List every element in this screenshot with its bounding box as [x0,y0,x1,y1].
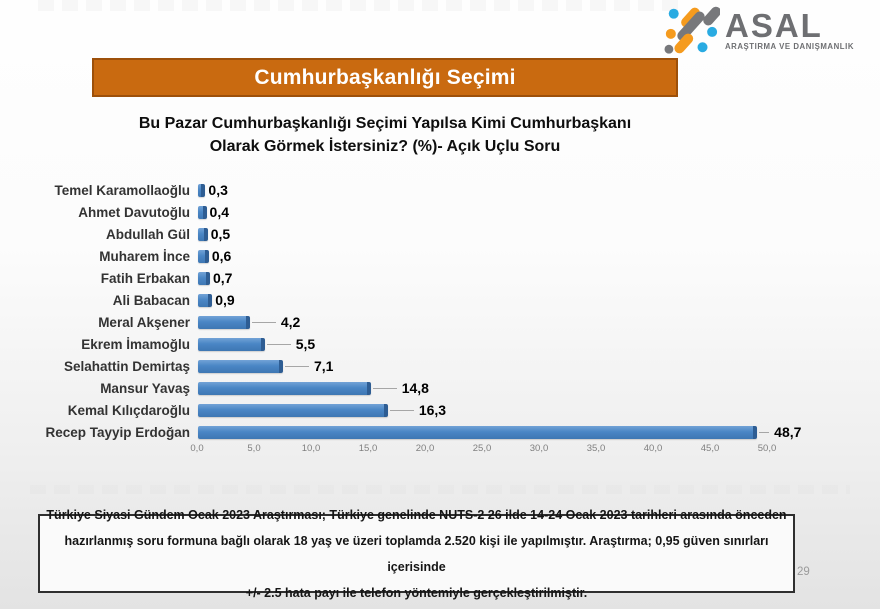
chart-title: Bu Pazar Cumhurbaşkanlığı Seçimi Yapılsa… [92,112,678,158]
bar-zone: 16,3 [198,402,446,418]
asal-logo-icon [664,6,720,54]
x-tick-label: 35,0 [586,443,606,454]
category-label: Recep Tayyip Erdoğan [45,424,190,440]
leader-line [266,343,291,345]
bar [198,315,250,329]
chart-row: Ali Babacan 0,9 [0,289,880,311]
page-number: 29 [797,566,810,578]
value-label: 0,7 [212,270,233,286]
bar [198,425,758,439]
ghost-text-artifact-middle [30,485,850,494]
bar [198,271,210,285]
methodology-line-3: +/- 2.5 hata payı ile telefon yöntemiyle… [245,585,588,600]
bar-zone: 48,7 [198,424,801,440]
value-label: 0,9 [215,292,235,308]
bar-zone: 0,7 [198,270,232,286]
chart-row: Ahmet Davutoğlu 0,4 [0,201,880,223]
logo-wordmark: ASAL [725,7,823,44]
chart-row: Fatih Erbakan 0,7 [0,267,880,289]
chart-row: Ekrem İmamoğlu 5,5 [0,333,880,355]
x-tick-label: 50,0 [757,443,777,454]
methodology-line-1: Türkiye Siyasi Gündem Ocak 2023 Araştırm… [46,507,787,522]
leader-line [284,365,309,367]
category-label: Selahattin Demirtaş [63,358,190,374]
asal-logo: ASAL ARAŞTIRMA VE DANIŞMANLIK [662,6,854,54]
bar-zone: 5,5 [198,336,315,352]
category-label: Abdullah Gül [106,226,190,242]
logo-text: ASAL ARAŞTIRMA VE DANIŞMANLIK [725,7,854,52]
bar [198,403,388,417]
bar-chart-plot: Temel Karamollaoğlu 0,3 Ahmet Davutoğlu 0,4… [0,179,880,443]
bar-zone: 0,6 [198,248,231,264]
section-banner-label: Cumhurbaşkanlığı Seçimi [254,65,516,89]
value-label: 0,3 [208,182,228,198]
x-tick-label: 25,0 [472,443,492,454]
value-label: 5,5 [295,336,316,352]
chart-title-line-1: Bu Pazar Cumhurbaşkanlığı Seçimi Yapılsa… [138,115,632,132]
category-label: Ahmet Davutoğlu [78,204,190,220]
x-tick-label: 15,0 [358,443,378,454]
x-tick-label: 10,0 [301,443,321,454]
value-label: 7,1 [313,358,334,374]
category-label: Ali Babacan [112,292,190,308]
bar-zone: 0,3 [198,182,228,198]
leader-line [759,431,770,433]
value-label: 4,2 [280,314,301,330]
bar [198,249,209,263]
category-label: Mansur Yavaş [100,380,190,396]
value-label: 0,6 [211,248,232,264]
x-axis: 0,0 5,0 10,0 15,0 20,0 25,0 30,0 35,0 40,0 45,0 50… [0,443,880,459]
methodology-line-2: hazırlanmış soru formuna bağlı olarak 18… [64,533,769,574]
value-label: 14,8 [401,380,429,396]
chart-row: Mansur Yavaş 14,8 [0,377,880,399]
category-label: Ekrem İmamoğlu [81,336,190,352]
methodology-note: Türkiye Siyasi Gündem Ocak 2023 Araştırm… [38,508,795,600]
leader-line [372,387,397,389]
leader-line [251,321,276,323]
chart-row: Meral Akşener 4,2 [0,311,880,333]
bar [198,293,213,307]
value-label: 0,4 [209,204,230,220]
bar-zone: 0,5 [198,226,230,242]
logo-subtitle: ARAŞTIRMA VE DANIŞMANLIK [725,42,854,51]
leader-line [389,409,414,411]
chart-title-line-2: Olarak Görmek İstersiniz? (%)- Açık Uçlu… [209,138,561,155]
x-tick-label: 20,0 [415,443,435,454]
bar-zone: 7,1 [198,358,333,374]
bar [198,183,206,197]
x-tick-label: 40,0 [643,443,663,454]
bar-zone: 4,2 [198,314,300,330]
bar [198,337,265,351]
chart-row: Muharem İnce 0,6 [0,245,880,267]
bar [198,381,371,395]
chart-row: Selahattin Demirtaş 7,1 [0,355,880,377]
x-tick-label: 30,0 [529,443,549,454]
section-banner: Cumhurbaşkanlığı Seçimi [92,58,678,97]
x-tick-label: 5,0 [247,443,261,454]
chart-row: Abdullah Gül 0,5 [0,223,880,245]
ghost-text-artifact-top [38,0,678,11]
bar-zone: 14,8 [198,380,429,396]
x-tick-label: 0,0 [190,443,204,454]
category-label: Meral Akşener [98,314,190,330]
category-label: Muharem İnce [99,248,190,264]
chart-row: Recep Tayyip Erdoğan 48,7 [0,421,880,443]
category-label: Kemal Kılıçdaroğlu [67,402,190,418]
category-label: Temel Karamollaoğlu [54,182,190,198]
bar [198,359,283,373]
chart-row: Kemal Kılıçdaroğlu 16,3 [0,399,880,421]
bar-zone: 0,9 [198,292,235,308]
category-label: Fatih Erbakan [100,270,190,286]
chart-row: Temel Karamollaoğlu 0,3 [0,179,880,201]
x-tick-label: 45,0 [700,443,720,454]
bar [198,205,207,219]
bar [198,227,208,241]
value-label: 0,5 [210,226,231,242]
value-label: 48,7 [774,424,802,440]
bar-zone: 0,4 [198,204,229,220]
value-label: 16,3 [418,402,447,418]
